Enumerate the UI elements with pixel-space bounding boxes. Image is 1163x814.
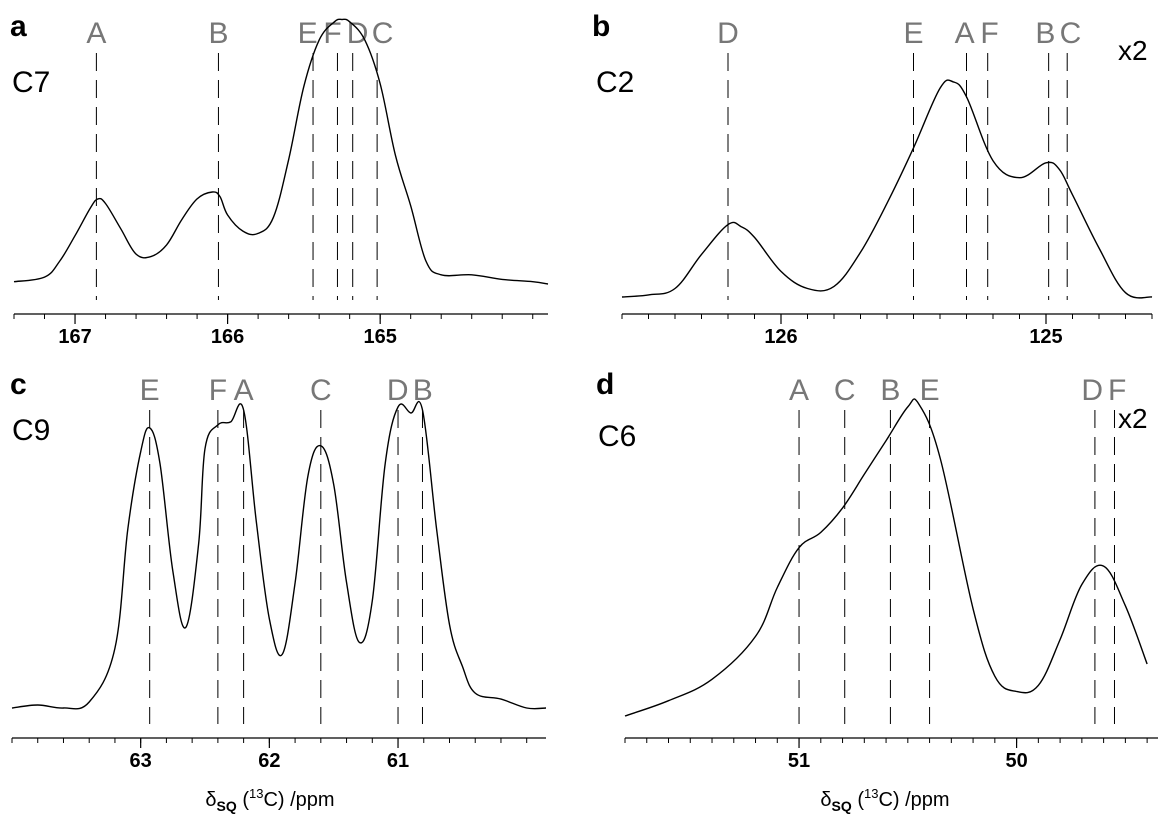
tick-label: 165 (363, 326, 396, 348)
tick-label: 126 (764, 326, 797, 348)
x-axis-label: δSQ (13C) /ppm (820, 786, 949, 814)
tick-label: 62 (258, 750, 280, 772)
panel-c: c C9 63 62 61 E F A C D B (10, 368, 547, 772)
spectrum-line (13, 18, 549, 285)
site-label-C: C (834, 374, 856, 407)
panel-letter: b (592, 10, 610, 43)
tick-label: 63 (130, 750, 152, 772)
tick-label: 166 (211, 326, 244, 348)
site-label-F: F (209, 374, 227, 407)
panel-d: d C6 x2 51 50 A C B E D F (596, 368, 1158, 772)
tick-label: 61 (387, 750, 409, 772)
x-axis-label: δSQ (13C) /ppm (205, 786, 334, 814)
site-label-F: F (1108, 374, 1126, 407)
site-label-A: A (955, 17, 975, 50)
site-label-F: F (980, 17, 998, 50)
site-label-E: E (298, 17, 318, 50)
site-label-A: A (234, 374, 254, 407)
nucleus-label: C6 (598, 420, 636, 453)
site-label-C: C (372, 17, 394, 50)
site-label-B: B (880, 374, 900, 407)
spectrum-line (624, 398, 1148, 717)
site-label-A: A (789, 374, 809, 407)
site-label-C: C (1060, 17, 1082, 50)
site-label-E: E (140, 374, 160, 407)
tick-label: 50 (1005, 750, 1027, 772)
panel-a: a C7 167 166 165 A B E F D C (10, 10, 549, 348)
site-label-B: B (208, 17, 228, 50)
site-label-F: F (323, 17, 341, 50)
site-label-B: B (1035, 17, 1055, 50)
panel-b: b C2 x2 126 125 D E A F B C (592, 10, 1153, 348)
site-label-D: D (347, 17, 369, 50)
site-label-D: D (717, 17, 739, 50)
tick-label: 167 (58, 326, 91, 348)
site-label-C: C (310, 374, 332, 407)
site-label-A: A (86, 17, 106, 50)
spectrum-line (621, 79, 1153, 299)
panel-letter: d (596, 368, 614, 401)
nucleus-label: C7 (12, 66, 50, 99)
site-label-B: B (413, 374, 433, 407)
tick-label: 51 (788, 750, 810, 772)
tick-label: 125 (1029, 326, 1062, 348)
nucleus-label: C9 (12, 414, 50, 447)
spectrum-line (11, 401, 547, 710)
site-label-D: D (1081, 374, 1103, 407)
site-label-D: D (387, 374, 409, 407)
panel-letter: c (10, 368, 27, 401)
panel-letter: a (10, 10, 27, 43)
scale-factor-label: x2 (1118, 403, 1148, 434)
site-label-E: E (903, 17, 923, 50)
nucleus-label: C2 (596, 66, 634, 99)
scale-factor-label: x2 (1118, 35, 1148, 66)
site-label-E: E (920, 374, 940, 407)
